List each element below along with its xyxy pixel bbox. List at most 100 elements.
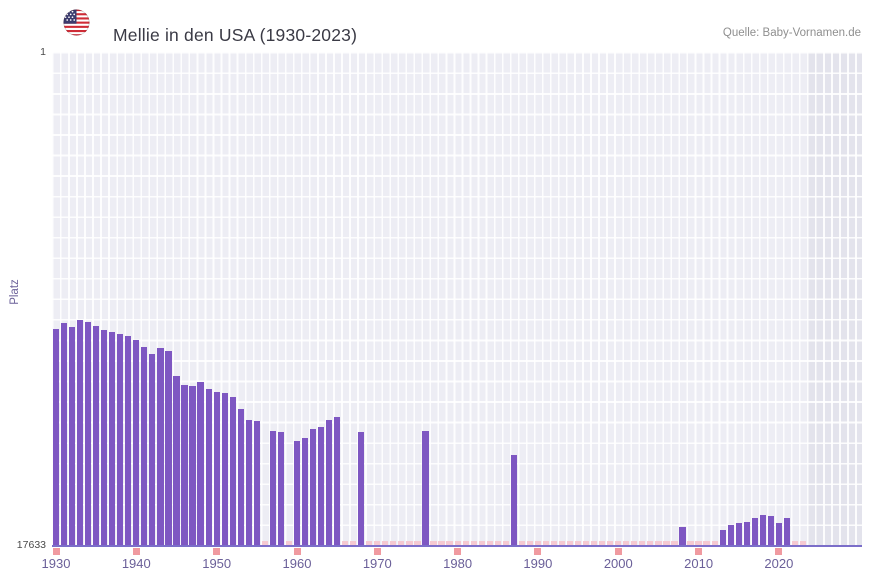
- unranked-marker: [438, 541, 445, 545]
- bar[interactable]: [68, 327, 76, 545]
- x-tick-mark: [373, 548, 381, 555]
- unranked-marker: [350, 541, 357, 545]
- unranked-marker: [550, 541, 558, 545]
- unranked-marker: [695, 541, 702, 545]
- x-tick-label: 1980: [443, 556, 473, 571]
- x-tick-label: 1990: [523, 556, 553, 571]
- unranked-marker: [591, 541, 598, 545]
- bar[interactable]: [727, 524, 734, 545]
- unranked-marker: [574, 541, 582, 545]
- bar[interactable]: [197, 381, 204, 545]
- bar[interactable]: [277, 432, 284, 545]
- bar[interactable]: [237, 408, 244, 545]
- unranked-marker: [526, 541, 533, 545]
- bar[interactable]: [743, 521, 750, 545]
- bar[interactable]: [213, 391, 220, 545]
- unranked-marker: [799, 541, 807, 545]
- unranked-marker: [542, 541, 550, 545]
- x-tick-mark: [213, 548, 221, 555]
- unranked-marker: [647, 541, 654, 545]
- bar[interactable]: [775, 523, 782, 545]
- bar[interactable]: [173, 376, 180, 545]
- bar[interactable]: [141, 347, 148, 545]
- unranked-marker: [558, 541, 566, 545]
- unranked-marker: [655, 541, 662, 545]
- bar[interactable]: [221, 393, 228, 545]
- bar[interactable]: [422, 430, 429, 545]
- bar[interactable]: [269, 430, 276, 545]
- unranked-marker: [446, 541, 453, 545]
- bar[interactable]: [52, 328, 60, 545]
- bar[interactable]: [205, 388, 212, 545]
- unranked-marker: [615, 541, 622, 545]
- chart-title: Mellie in den USA (1930-2023): [113, 24, 358, 45]
- unranked-marker: [534, 541, 542, 545]
- x-tick-label: 2020: [764, 556, 794, 571]
- x-tick-mark: [614, 548, 622, 555]
- unranked-marker: [687, 541, 694, 545]
- plot-area[interactable]: [52, 52, 862, 545]
- bar[interactable]: [133, 340, 140, 545]
- bar[interactable]: [510, 454, 517, 545]
- bar[interactable]: [679, 527, 686, 545]
- bar[interactable]: [759, 514, 766, 545]
- unranked-marker: [382, 541, 389, 545]
- bar[interactable]: [157, 348, 164, 545]
- x-axis-line: [52, 545, 862, 547]
- unranked-marker: [462, 541, 469, 545]
- bar[interactable]: [93, 326, 100, 545]
- unranked-marker: [430, 541, 437, 545]
- unranked-marker: [631, 541, 638, 545]
- unranked-marker: [454, 541, 461, 545]
- unranked-marker: [414, 541, 421, 545]
- x-tick-mark: [132, 548, 140, 555]
- bar[interactable]: [60, 323, 68, 545]
- bar[interactable]: [253, 421, 260, 545]
- x-tick-label: 1950: [202, 556, 232, 571]
- bar[interactable]: [719, 530, 726, 545]
- bar[interactable]: [125, 335, 132, 545]
- bar[interactable]: [109, 331, 116, 545]
- bar[interactable]: [77, 320, 84, 545]
- bar[interactable]: [189, 386, 196, 545]
- unranked-marker: [791, 541, 799, 545]
- bar[interactable]: [293, 440, 301, 545]
- bars-layer: [52, 52, 862, 545]
- unranked-marker: [583, 541, 590, 545]
- bar[interactable]: [751, 517, 758, 545]
- source-credit: Quelle: Baby-Vornamen.de: [722, 27, 861, 39]
- bar[interactable]: [325, 419, 333, 545]
- unranked-marker: [342, 541, 349, 545]
- bar[interactable]: [149, 353, 156, 545]
- bar[interactable]: [783, 517, 791, 545]
- bar[interactable]: [165, 351, 172, 545]
- bar[interactable]: [735, 523, 742, 545]
- bar[interactable]: [229, 397, 236, 545]
- bar[interactable]: [767, 516, 774, 545]
- unranked-marker: [366, 541, 373, 545]
- x-tick-label: 1940: [121, 556, 151, 571]
- bar[interactable]: [101, 330, 108, 545]
- unranked-marker: [711, 541, 718, 545]
- bar[interactable]: [358, 432, 365, 545]
- y-tick-best: 1: [40, 46, 46, 58]
- unranked-marker: [623, 541, 630, 545]
- bar[interactable]: [317, 426, 325, 545]
- x-tick-mark: [534, 548, 542, 555]
- unranked-marker: [663, 541, 670, 545]
- bar[interactable]: [117, 334, 124, 545]
- bar[interactable]: [245, 419, 252, 545]
- us-flag-icon: [63, 9, 90, 36]
- unranked-marker: [406, 541, 413, 545]
- x-tick-mark: [775, 548, 783, 555]
- unranked-marker: [703, 541, 710, 545]
- unranked-marker: [566, 541, 574, 545]
- bar[interactable]: [334, 416, 341, 545]
- x-tick-label: 1970: [362, 556, 392, 571]
- bar[interactable]: [181, 384, 188, 545]
- bar[interactable]: [309, 429, 317, 545]
- bar[interactable]: [85, 321, 92, 545]
- x-tick-mark: [52, 548, 60, 555]
- bar[interactable]: [301, 437, 309, 545]
